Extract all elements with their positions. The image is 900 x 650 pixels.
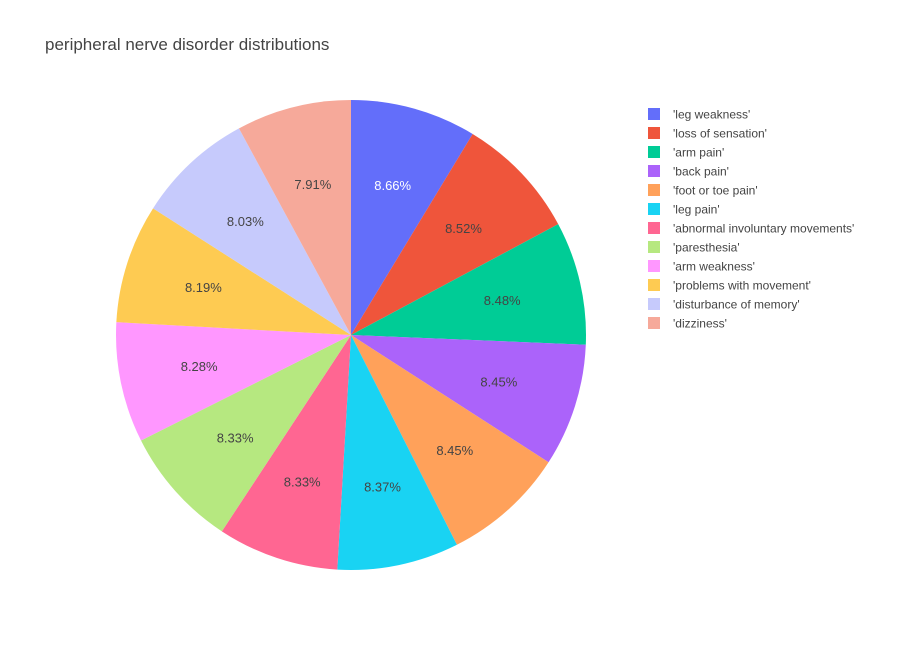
legend-swatch	[648, 108, 660, 120]
pie-slice	[115, 322, 351, 441]
pie-slices	[115, 100, 586, 571]
legend-item[interactable]: 'problems with movement'	[648, 279, 811, 293]
slice-percent-label: 8.45%	[480, 374, 517, 389]
legend-item[interactable]: 'paresthesia'	[648, 241, 740, 255]
legend-item[interactable]: 'foot or toe pain'	[648, 184, 758, 198]
legend-swatch	[648, 298, 660, 310]
legend-swatch	[648, 241, 660, 253]
slice-percent-label: 8.28%	[181, 359, 218, 374]
legend-swatch	[648, 146, 660, 158]
pie-slice	[351, 224, 586, 345]
legend-item[interactable]: 'abnormal involuntary movements'	[648, 222, 854, 236]
legend-item[interactable]: 'leg pain'	[648, 203, 720, 217]
slice-percent-label: 8.66%	[374, 178, 411, 193]
legend-item[interactable]: 'dizziness'	[648, 317, 727, 331]
slice-percent-label: 7.91%	[294, 177, 331, 192]
legend-swatch	[648, 127, 660, 139]
legend-label: 'abnormal involuntary movements'	[673, 222, 854, 236]
slice-percent-label: 8.48%	[484, 293, 521, 308]
legend-item[interactable]: 'arm weakness'	[648, 260, 755, 274]
legend-swatch	[648, 279, 660, 291]
slice-percent-label: 8.52%	[445, 221, 482, 236]
legend-label: 'leg weakness'	[673, 108, 750, 122]
legend-label: 'paresthesia'	[673, 241, 740, 255]
legend-label: 'arm weakness'	[673, 260, 755, 274]
slice-percent-label: 8.19%	[185, 280, 222, 295]
pie-slice	[116, 208, 351, 335]
legend-label: 'loss of sensation'	[673, 127, 767, 141]
legend-label: 'disturbance of memory'	[673, 298, 800, 312]
pie-slice	[238, 100, 351, 335]
legend-swatch	[648, 184, 660, 196]
legend-item[interactable]: 'back pain'	[648, 165, 729, 179]
legend-swatch	[648, 317, 660, 329]
pie-slice	[351, 335, 549, 545]
pie-slice	[221, 335, 351, 570]
legend-label: 'arm pain'	[673, 146, 724, 160]
pie-slice	[337, 335, 457, 571]
legend-label: 'leg pain'	[673, 203, 720, 217]
legend-label: 'foot or toe pain'	[673, 184, 758, 198]
pie-slice	[351, 335, 586, 463]
slice-percent-label: 8.03%	[227, 214, 264, 229]
slice-percent-label: 8.33%	[217, 431, 254, 446]
pie-slice	[351, 100, 473, 335]
slice-percent-label: 8.45%	[436, 443, 473, 458]
legend-swatch	[648, 260, 660, 272]
slice-percent-label: 8.33%	[284, 475, 321, 490]
slice-percent-label: 8.37%	[364, 479, 401, 494]
legend-item[interactable]: 'loss of sensation'	[648, 127, 767, 141]
pie-slice	[153, 128, 351, 335]
legend-swatch	[648, 222, 660, 234]
legend: 'leg weakness' 'loss of sensation' 'arm pa…	[648, 108, 854, 331]
pie-slice	[351, 133, 559, 335]
legend-label: 'back pain'	[673, 165, 729, 179]
chart-title: peripheral nerve disorder distributions	[45, 35, 329, 54]
pie-slice	[141, 335, 351, 532]
legend-item[interactable]: 'arm pain'	[648, 146, 724, 160]
slice-labels: 8.66% 8.52% 8.48% 8.45% 8.45% 8.37% 8.33% 8.33%…	[181, 177, 521, 494]
legend-swatch	[648, 165, 660, 177]
legend-item[interactable]: 'disturbance of memory'	[648, 298, 800, 312]
legend-item[interactable]: 'leg weakness'	[648, 108, 750, 122]
legend-label: 'dizziness'	[673, 317, 727, 331]
legend-swatch	[648, 203, 660, 215]
legend-label: 'problems with movement'	[673, 279, 811, 293]
